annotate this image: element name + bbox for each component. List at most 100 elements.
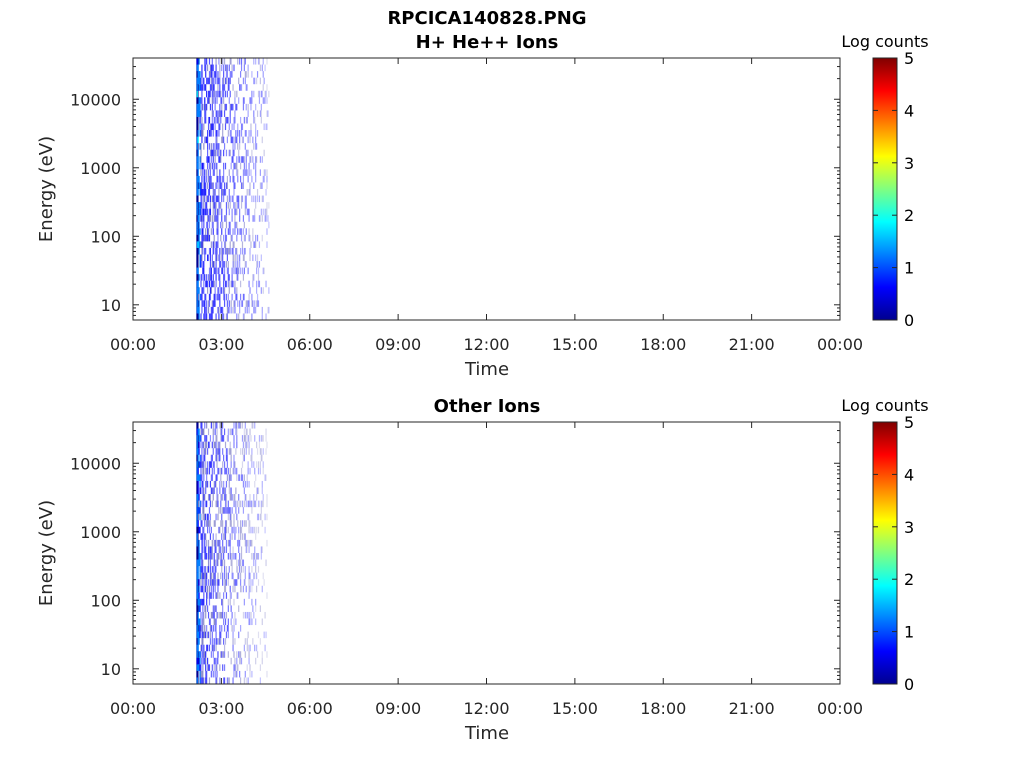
heatmap-cell	[213, 487, 215, 495]
heatmap-cell	[206, 670, 208, 678]
heatmap-cell	[259, 169, 261, 176]
heatmap-cell	[233, 254, 235, 262]
heatmap-cell	[207, 189, 210, 196]
heatmap-cell	[207, 90, 210, 98]
heatmap-cell	[211, 467, 213, 475]
heatmap-cell	[196, 500, 198, 508]
heatmap-cell	[260, 454, 262, 462]
heatmap-cell	[262, 175, 264, 183]
heatmap-cell	[223, 58, 226, 65]
heatmap-cell	[207, 441, 210, 449]
heatmap-cell	[197, 71, 199, 78]
heatmap-cell	[205, 487, 207, 495]
heatmap-cell	[242, 480, 245, 488]
heatmap-cell	[261, 306, 263, 314]
heatmap-cell	[213, 90, 215, 98]
heatmap-cell	[248, 546, 250, 553]
heatmap-cell	[248, 130, 250, 137]
heatmap-cell	[250, 611, 252, 619]
heatmap-cell	[202, 77, 204, 85]
heatmap-cell	[248, 293, 250, 301]
heatmap-cell	[229, 507, 231, 514]
heatmap-cell	[222, 651, 224, 658]
heatmap-cell	[249, 428, 251, 436]
heatmap-cell	[202, 507, 204, 514]
heatmap-cell	[227, 500, 229, 508]
heatmap-cell	[203, 598, 205, 606]
heatmap-cell	[223, 553, 225, 560]
heatmap-cell	[262, 435, 264, 442]
panel-top: H+ He++ Ions 00:00 03:00 06:00 09:00 12:00 15…	[36, 32, 929, 380]
x-tick-label: 15:00	[552, 699, 598, 718]
heatmap-cell	[223, 566, 226, 573]
heatmap-cell	[196, 306, 198, 314]
heatmap-cell	[198, 638, 200, 645]
heatmap-cell	[247, 267, 249, 275]
heatmap-cell	[234, 553, 236, 560]
heatmap-cell	[216, 435, 218, 442]
heatmap-cell	[229, 103, 231, 111]
heatmap-cell	[217, 234, 219, 242]
heatmap-cell	[233, 526, 235, 534]
heatmap-cell	[256, 110, 259, 117]
heatmap-cell	[196, 677, 198, 684]
heatmap-cell	[237, 228, 239, 235]
heatmap-cell	[251, 71, 253, 78]
heatmap-cell	[219, 487, 221, 495]
heatmap-cell	[261, 435, 263, 442]
heatmap-cell	[256, 300, 258, 307]
heatmap-cell	[219, 247, 221, 255]
y-tick-label: 10000	[70, 90, 121, 109]
heatmap-cell	[196, 631, 198, 639]
heatmap-cell	[199, 116, 201, 124]
heatmap-cell	[244, 638, 246, 645]
heatmap-cell	[262, 287, 264, 294]
heatmap-cell	[222, 507, 224, 514]
heatmap-cell	[247, 300, 249, 307]
heatmap-cell	[236, 657, 238, 665]
heatmap-cell	[239, 533, 242, 540]
heatmap-cell	[255, 103, 257, 111]
heatmap-cell	[223, 313, 225, 320]
heatmap-cell	[218, 156, 220, 163]
heatmap-cell	[253, 58, 255, 65]
heatmap-cell	[202, 162, 204, 170]
heatmap-cell	[229, 441, 231, 449]
heatmap-cell	[242, 182, 245, 189]
heatmap-cell	[203, 182, 205, 189]
heatmap-cell	[255, 598, 257, 606]
heatmap-cell	[244, 566, 246, 573]
heatmap-cell	[248, 572, 250, 580]
heatmap-cell	[248, 300, 250, 307]
heatmap-cell	[199, 572, 201, 580]
panel-bottom-y-label: Energy (eV)	[36, 500, 57, 606]
heatmap-cell	[249, 539, 251, 547]
heatmap-cell	[244, 441, 246, 449]
heatmap-cell	[225, 611, 228, 619]
heatmap-cell	[252, 234, 254, 242]
heatmap-cell	[242, 507, 245, 514]
heatmap-cell	[213, 195, 215, 203]
heatmap-cell	[234, 215, 236, 222]
heatmap-cell	[209, 293, 212, 301]
heatmap-cell	[216, 221, 218, 229]
heatmap-cell	[208, 592, 211, 599]
heatmap-cell	[223, 287, 226, 294]
heatmap-cell	[220, 182, 222, 189]
heatmap-cell	[204, 103, 206, 111]
panel-bottom-x-label: Time	[464, 723, 509, 744]
heatmap-cell	[245, 494, 247, 501]
heatmap-cell	[230, 618, 232, 626]
heatmap-cell	[251, 553, 253, 560]
heatmap-cell	[254, 77, 256, 85]
heatmap-cell	[246, 149, 248, 157]
heatmap-cell	[249, 254, 251, 262]
heatmap-cell	[227, 631, 229, 639]
heatmap-cell	[242, 585, 245, 593]
heatmap-cell	[216, 670, 218, 678]
heatmap-cell	[219, 261, 221, 268]
heatmap-cell	[220, 422, 222, 429]
heatmap-cell	[266, 123, 268, 131]
heatmap-cell	[233, 182, 235, 189]
heatmap-cell	[254, 500, 256, 508]
